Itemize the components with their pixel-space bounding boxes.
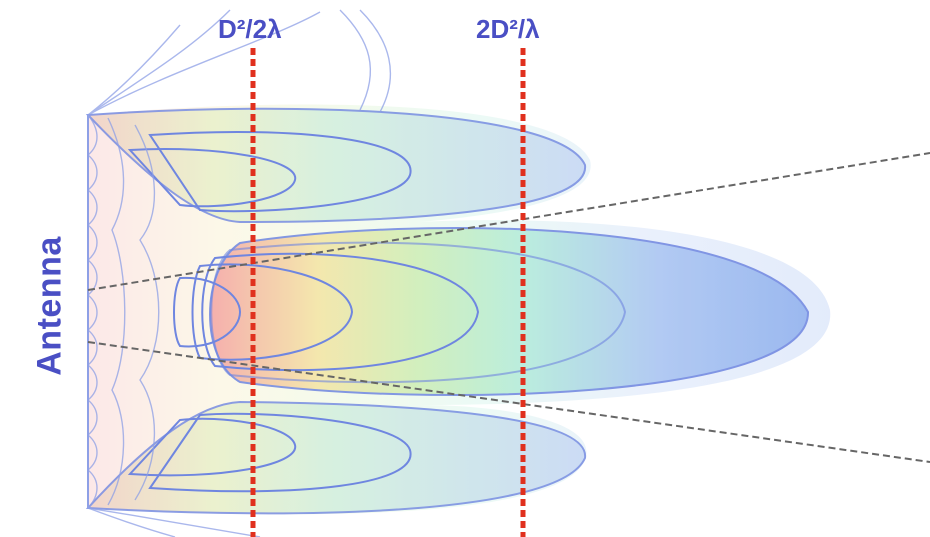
upper-side-lobe: [85, 107, 587, 224]
main-lobe-ring-4: [210, 241, 627, 384]
beam-cone-lower-line: [87, 341, 930, 463]
lower-lobe-ring-1: [127, 417, 297, 477]
upper-lobe-ring-2: [148, 130, 412, 213]
lower-side-lobe: [85, 400, 587, 515]
beam-cone-upper-line: [87, 152, 930, 291]
lower-lobe-outer: [85, 400, 587, 515]
main-lobe-contours: [173, 227, 810, 397]
upper-lobe-ring-1: [127, 148, 297, 208]
antenna-label: Antenna: [30, 236, 69, 376]
near-field-boundary-label: D²/2λ: [218, 14, 282, 44]
far-field-boundary-label: 2D²/λ: [476, 14, 540, 44]
main-lobe-ring-1: [173, 276, 242, 348]
lower-lobe-ring-2: [148, 412, 412, 493]
near-field-ripples: [86, 9, 392, 537]
main-lobe-ring-2: [191, 263, 354, 361]
main-lobe-ring-3: [201, 252, 480, 372]
